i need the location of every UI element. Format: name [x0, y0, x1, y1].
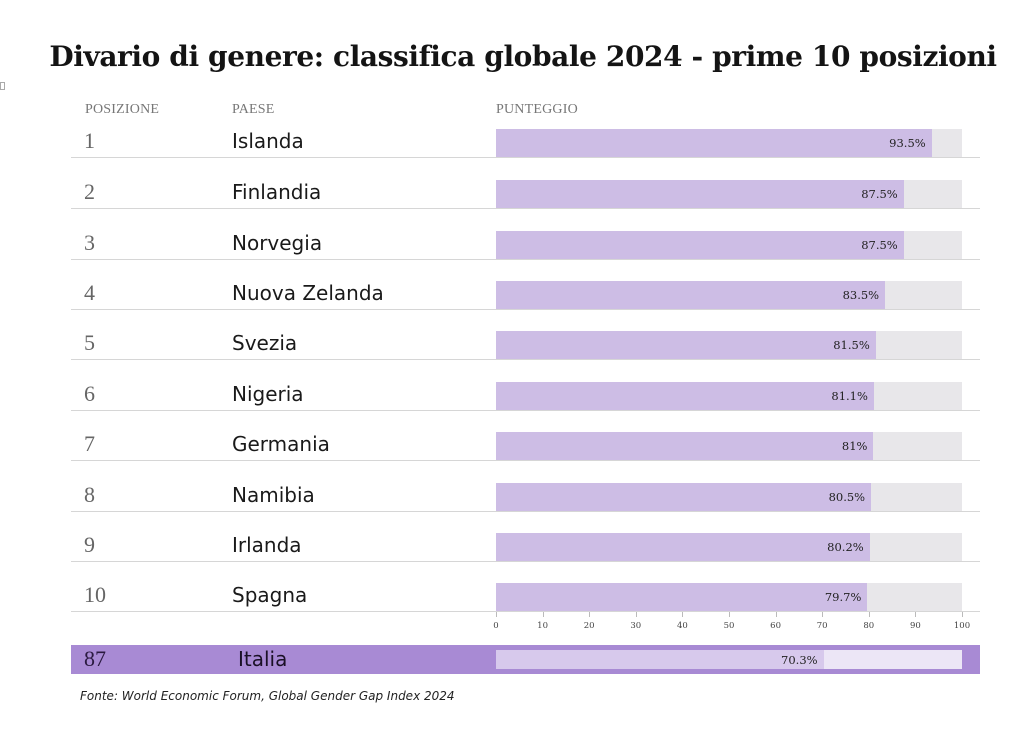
row-country: Svezia	[232, 331, 298, 355]
row-divider	[71, 561, 980, 562]
bar	[496, 382, 874, 410]
x-axis-tick-mark	[775, 612, 777, 617]
row-divider	[71, 259, 980, 260]
x-axis-tick-mark	[868, 612, 870, 617]
x-axis-tick-label: 80	[863, 621, 875, 631]
row-position: 9	[84, 532, 95, 557]
bar-value-label: 81.1%	[831, 389, 868, 403]
x-axis-tick-label: 100	[953, 621, 971, 631]
x-axis-tick-mark	[682, 612, 684, 617]
edge-marker	[0, 82, 5, 90]
x-axis-tick-mark	[635, 612, 637, 617]
x-axis-tick-label: 10	[537, 621, 549, 631]
row-divider	[71, 611, 980, 612]
row-position: 8	[84, 482, 95, 507]
row-position: 10	[84, 582, 106, 607]
bar	[496, 331, 876, 359]
x-axis-tick-mark	[915, 612, 917, 617]
bar	[496, 583, 868, 611]
highlight-country: Italia	[238, 647, 288, 671]
bar	[496, 432, 874, 460]
x-axis-tick-label: 90	[909, 621, 921, 631]
row-divider	[71, 410, 980, 411]
bar-value-label: 81%	[841, 439, 868, 453]
x-axis-tick-mark	[822, 612, 824, 617]
highlight-bar	[496, 650, 824, 669]
bar-value-label: 87.5%	[861, 187, 898, 201]
bar	[496, 281, 886, 309]
source-note: Fonte: World Economic Forum, Global Gend…	[80, 689, 455, 703]
row-divider	[71, 511, 980, 512]
bar	[496, 129, 932, 157]
bar-value-label: 83.5%	[842, 288, 880, 302]
row-position: 3	[84, 230, 95, 255]
x-axis-tick-label: 20	[583, 621, 595, 631]
highlight-position: 87	[84, 646, 106, 671]
x-axis-tick-label: 0	[493, 621, 499, 631]
bar-value-label: 87.5%	[861, 238, 898, 252]
bar	[496, 483, 872, 511]
row-country: Nuova Zelanda	[232, 281, 384, 305]
row-position: 1	[84, 128, 95, 153]
x-axis-tick-mark	[962, 612, 963, 617]
chart-title: Divario di genere: classifica globale 20…	[49, 40, 997, 73]
x-axis-tick-label: 30	[630, 621, 642, 631]
x-axis-tick-mark	[729, 612, 730, 617]
row-country: Norvegia	[232, 231, 323, 255]
row-position: 4	[84, 280, 95, 305]
row-position: 5	[84, 330, 95, 355]
x-axis-tick-label: 50	[723, 621, 735, 631]
column-header-position: POSIZIONE	[85, 102, 160, 117]
row-divider	[71, 359, 980, 360]
row-country: Spagna	[232, 583, 308, 607]
bar-value-label: 93.5%	[889, 136, 926, 150]
bar-value-label: 81.5%	[833, 338, 870, 352]
row-country: Islanda	[232, 129, 304, 153]
row-divider	[71, 460, 980, 461]
row-position: 2	[84, 179, 95, 204]
highlight-value-label: 70.3%	[781, 653, 818, 667]
column-header-score: PUNTEGGIO	[496, 102, 578, 117]
row-divider	[71, 208, 980, 209]
bar-value-label: 79.7%	[824, 590, 862, 604]
bar	[496, 533, 870, 561]
row-position: 7	[84, 431, 95, 456]
column-header-country: PAESE	[232, 102, 275, 117]
x-axis-tick-label: 70	[816, 621, 828, 631]
row-position: 6	[84, 381, 95, 406]
bar-value-label: 80.2%	[827, 540, 864, 554]
x-axis-tick-mark	[496, 612, 497, 617]
row-country: Namibia	[232, 483, 315, 507]
row-divider	[71, 309, 980, 310]
row-country: Germania	[232, 432, 330, 456]
row-country: Nigeria	[232, 382, 304, 406]
bar	[496, 231, 904, 259]
bar	[496, 180, 904, 208]
row-divider	[71, 157, 980, 158]
x-axis-tick-label: 60	[770, 621, 782, 631]
x-axis-tick-mark	[589, 612, 591, 617]
row-country: Finlandia	[232, 180, 322, 204]
x-axis-tick-mark	[542, 612, 544, 617]
row-country: Irlanda	[232, 533, 302, 557]
x-axis-tick-label: 40	[676, 621, 688, 631]
bar-value-label: 80.5%	[828, 490, 866, 504]
